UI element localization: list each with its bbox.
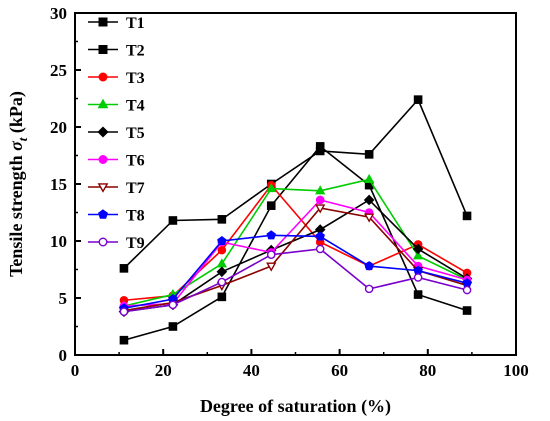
data-point-t7 (266, 262, 277, 272)
x-tick-label: 0 (71, 361, 80, 380)
series-line-t8 (123, 234, 468, 310)
series-t3 (119, 180, 472, 305)
legend-label: T5 (126, 125, 145, 142)
series-line-t1 (123, 145, 468, 341)
data-point-t9 (364, 284, 374, 294)
legend-marker (98, 72, 108, 82)
legend-label: T8 (126, 208, 145, 225)
y-tick-label: 10 (50, 232, 67, 251)
legend-label: T3 (126, 70, 145, 87)
data-point-t9 (119, 307, 129, 316)
legend-marker (98, 154, 108, 164)
y-tick-label: 5 (59, 289, 68, 308)
series-line-t3 (123, 183, 468, 302)
data-point-t1 (413, 290, 423, 299)
data-point-t2 (462, 211, 472, 221)
data-point-t2 (119, 264, 129, 273)
x-tick-label: 60 (331, 361, 348, 380)
data-point-t7 (315, 204, 326, 214)
legend-label: T1 (126, 15, 145, 32)
data-point-t3 (217, 245, 227, 255)
data-point-t1 (462, 306, 472, 315)
legend-item-t8: T8 (88, 208, 145, 225)
x-axis-title: Degree of saturation (%) (200, 396, 391, 417)
data-point-t8 (315, 231, 325, 241)
series-line-t9 (123, 248, 468, 313)
legend-item-t1: T1 (88, 15, 145, 32)
legend-marker (98, 209, 108, 219)
legend-item-t5: T5 (88, 125, 145, 142)
series-layer (118, 95, 473, 345)
series-line-t6 (123, 199, 468, 307)
legend-item-t2: T2 (88, 43, 145, 60)
data-point-t8 (364, 261, 374, 271)
y-tick-label: 15 (50, 175, 67, 194)
x-tick-label: 20 (155, 361, 172, 380)
legend: T1 T2 T3 T4 T5 T6 T7 T8 T9 (88, 15, 145, 252)
x-tick-label: 80 (419, 361, 436, 380)
data-point-t9 (217, 277, 227, 287)
y-tick-label: 20 (50, 118, 67, 137)
legend-label: T4 (126, 98, 145, 115)
data-point-t4 (266, 182, 277, 193)
legend-marker (97, 183, 109, 193)
y-axis-title-symbol: σ (6, 140, 26, 151)
data-point-t1 (266, 201, 276, 210)
y-tick-label: 25 (50, 61, 67, 80)
legend-marker (98, 237, 108, 247)
data-point-t2 (217, 215, 227, 224)
y-axis-title: Tensile strength σt (kPa) (6, 91, 30, 277)
legend-marker (97, 126, 109, 138)
legend-label: T7 (126, 180, 145, 197)
legend-item-t4: T4 (88, 98, 145, 115)
series-t1 (119, 142, 472, 345)
x-tick-label: 40 (243, 361, 260, 380)
y-tick-label: 0 (59, 346, 68, 365)
legend-label: T6 (126, 153, 145, 170)
data-point-t8 (217, 235, 227, 246)
y-axis-title-subscript: t (15, 137, 30, 141)
axes-layer: 0 20 40 60 80 100 0 5 10 15 20 25 30 (50, 4, 529, 380)
legend-marker (98, 45, 108, 55)
data-point-t9 (462, 285, 472, 295)
data-point-t1 (168, 322, 178, 331)
data-point-t1 (119, 335, 129, 345)
legend-item-t9: T9 (88, 235, 145, 252)
series-line-t2 (123, 98, 468, 269)
legend-item-t7: T7 (88, 180, 145, 197)
y-tick-label: 30 (50, 4, 67, 23)
data-point-t9 (168, 300, 178, 310)
data-point-t9 (413, 273, 423, 282)
data-point-t5 (216, 266, 228, 278)
data-point-t2 (364, 150, 374, 159)
data-point-t4 (412, 250, 424, 260)
y-axis-title-suffix: (kPa) (6, 91, 27, 138)
legend-item-t3: T3 (88, 70, 145, 87)
legend-marker (98, 17, 108, 27)
legend-label: T2 (126, 43, 145, 60)
data-point-t7 (363, 213, 375, 223)
x-tick-label: 100 (503, 361, 529, 380)
series-line-t7 (123, 207, 468, 312)
data-point-t2 (168, 216, 178, 225)
data-point-t4 (315, 185, 326, 195)
legend-marker (97, 98, 109, 109)
legend-item-t6: T6 (88, 153, 145, 170)
data-point-t1 (217, 292, 227, 302)
data-point-t2 (315, 146, 325, 156)
data-point-t9 (266, 250, 276, 259)
data-point-t2 (413, 95, 423, 104)
data-point-t5 (412, 243, 424, 255)
data-point-t8 (266, 230, 277, 240)
data-point-t4 (363, 173, 375, 184)
y-axis-title-prefix: Tensile strength (6, 151, 26, 277)
data-point-t5 (363, 194, 375, 206)
data-point-t6 (315, 195, 325, 205)
series-t9 (119, 244, 472, 316)
legend-label: T9 (126, 235, 145, 252)
data-point-t9 (315, 244, 325, 254)
